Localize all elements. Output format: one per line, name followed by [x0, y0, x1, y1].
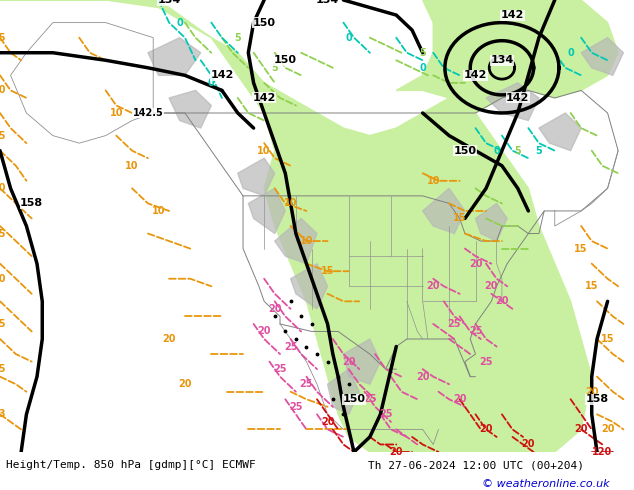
Text: 142: 142 — [506, 93, 529, 103]
Text: 142: 142 — [501, 10, 524, 20]
Polygon shape — [423, 188, 465, 234]
Text: 0: 0 — [419, 63, 426, 73]
Text: 20: 20 — [178, 379, 191, 389]
Text: 20: 20 — [469, 259, 482, 269]
Text: 20: 20 — [574, 424, 588, 435]
Text: 15: 15 — [601, 334, 614, 344]
Text: 20: 20 — [479, 424, 493, 435]
Polygon shape — [486, 83, 539, 121]
Polygon shape — [581, 38, 623, 75]
Text: 134: 134 — [490, 55, 514, 65]
Text: 15: 15 — [0, 131, 7, 141]
Text: 20: 20 — [321, 417, 334, 427]
Text: 20: 20 — [601, 424, 614, 435]
Text: 13: 13 — [0, 409, 7, 419]
Text: 5: 5 — [536, 146, 542, 156]
Text: 10: 10 — [152, 206, 165, 216]
Text: 15: 15 — [0, 364, 7, 374]
Polygon shape — [275, 219, 317, 264]
Text: 150: 150 — [274, 55, 297, 65]
Text: 25: 25 — [379, 409, 392, 419]
Text: 150: 150 — [342, 394, 365, 404]
Text: 10: 10 — [427, 176, 440, 186]
Text: 158: 158 — [20, 198, 43, 208]
Text: 0: 0 — [176, 18, 183, 27]
Text: 25: 25 — [273, 364, 287, 374]
Text: 20: 20 — [268, 304, 281, 314]
Text: 5: 5 — [235, 33, 241, 43]
Text: 0: 0 — [208, 78, 215, 88]
Text: 15: 15 — [453, 214, 467, 223]
Text: 15: 15 — [0, 228, 7, 239]
Polygon shape — [148, 38, 201, 75]
Text: 15: 15 — [574, 244, 588, 254]
Polygon shape — [249, 188, 285, 234]
Polygon shape — [344, 339, 380, 384]
Text: 10: 10 — [257, 146, 271, 156]
Text: 10: 10 — [110, 108, 123, 118]
Text: 15: 15 — [321, 266, 334, 276]
Text: 10: 10 — [284, 198, 297, 208]
Text: 142.5: 142.5 — [133, 108, 164, 118]
Text: 25: 25 — [448, 319, 461, 329]
Text: 10: 10 — [0, 274, 7, 284]
Text: 25: 25 — [469, 326, 482, 337]
Text: 142: 142 — [210, 71, 233, 80]
Text: 25: 25 — [479, 357, 493, 367]
Text: Th 27-06-2024 12:00 UTC (00+204): Th 27-06-2024 12:00 UTC (00+204) — [368, 460, 584, 470]
Text: 0: 0 — [567, 48, 574, 58]
Text: 10: 10 — [0, 183, 7, 194]
Text: 20: 20 — [342, 357, 356, 367]
Text: 0: 0 — [346, 33, 352, 43]
Text: 20: 20 — [484, 281, 498, 291]
Text: 25: 25 — [284, 342, 297, 351]
Text: 15: 15 — [585, 281, 598, 291]
Text: 5: 5 — [271, 63, 278, 73]
Text: 25: 25 — [289, 402, 302, 412]
Text: 20: 20 — [522, 440, 535, 449]
Text: 5: 5 — [419, 48, 426, 58]
Polygon shape — [0, 0, 592, 452]
Text: 142: 142 — [252, 93, 276, 103]
Text: 10: 10 — [0, 85, 7, 96]
Text: 20: 20 — [453, 394, 467, 404]
Text: 134: 134 — [316, 0, 339, 5]
Text: 15: 15 — [0, 33, 7, 43]
Text: 134: 134 — [157, 0, 181, 5]
Text: 20: 20 — [495, 296, 508, 306]
Text: Height/Temp. 850 hPa [gdmp][°C] ECMWF: Height/Temp. 850 hPa [gdmp][°C] ECMWF — [6, 460, 256, 470]
Text: 15: 15 — [0, 319, 7, 329]
Polygon shape — [476, 203, 507, 241]
Text: 150: 150 — [253, 18, 276, 27]
Text: 142: 142 — [464, 71, 487, 80]
Text: 10: 10 — [126, 161, 139, 171]
Text: 5: 5 — [514, 146, 521, 156]
Text: 120: 120 — [592, 447, 612, 457]
Text: 10: 10 — [300, 236, 313, 246]
Text: © weatheronline.co.uk: © weatheronline.co.uk — [482, 479, 609, 490]
Text: 25: 25 — [300, 379, 313, 389]
Text: 158: 158 — [585, 394, 609, 404]
Text: 20: 20 — [416, 372, 429, 382]
Text: 20: 20 — [585, 387, 598, 397]
Text: 20: 20 — [257, 326, 271, 337]
Text: 150: 150 — [453, 146, 476, 156]
Polygon shape — [328, 369, 359, 415]
Text: 20: 20 — [389, 447, 403, 457]
Polygon shape — [290, 264, 328, 309]
Polygon shape — [169, 90, 211, 128]
Text: 20: 20 — [427, 281, 440, 291]
Polygon shape — [539, 113, 581, 150]
Text: 25: 25 — [363, 394, 377, 404]
Polygon shape — [396, 0, 618, 113]
Polygon shape — [238, 158, 275, 196]
Text: 0: 0 — [493, 146, 500, 156]
Text: 20: 20 — [162, 334, 176, 344]
